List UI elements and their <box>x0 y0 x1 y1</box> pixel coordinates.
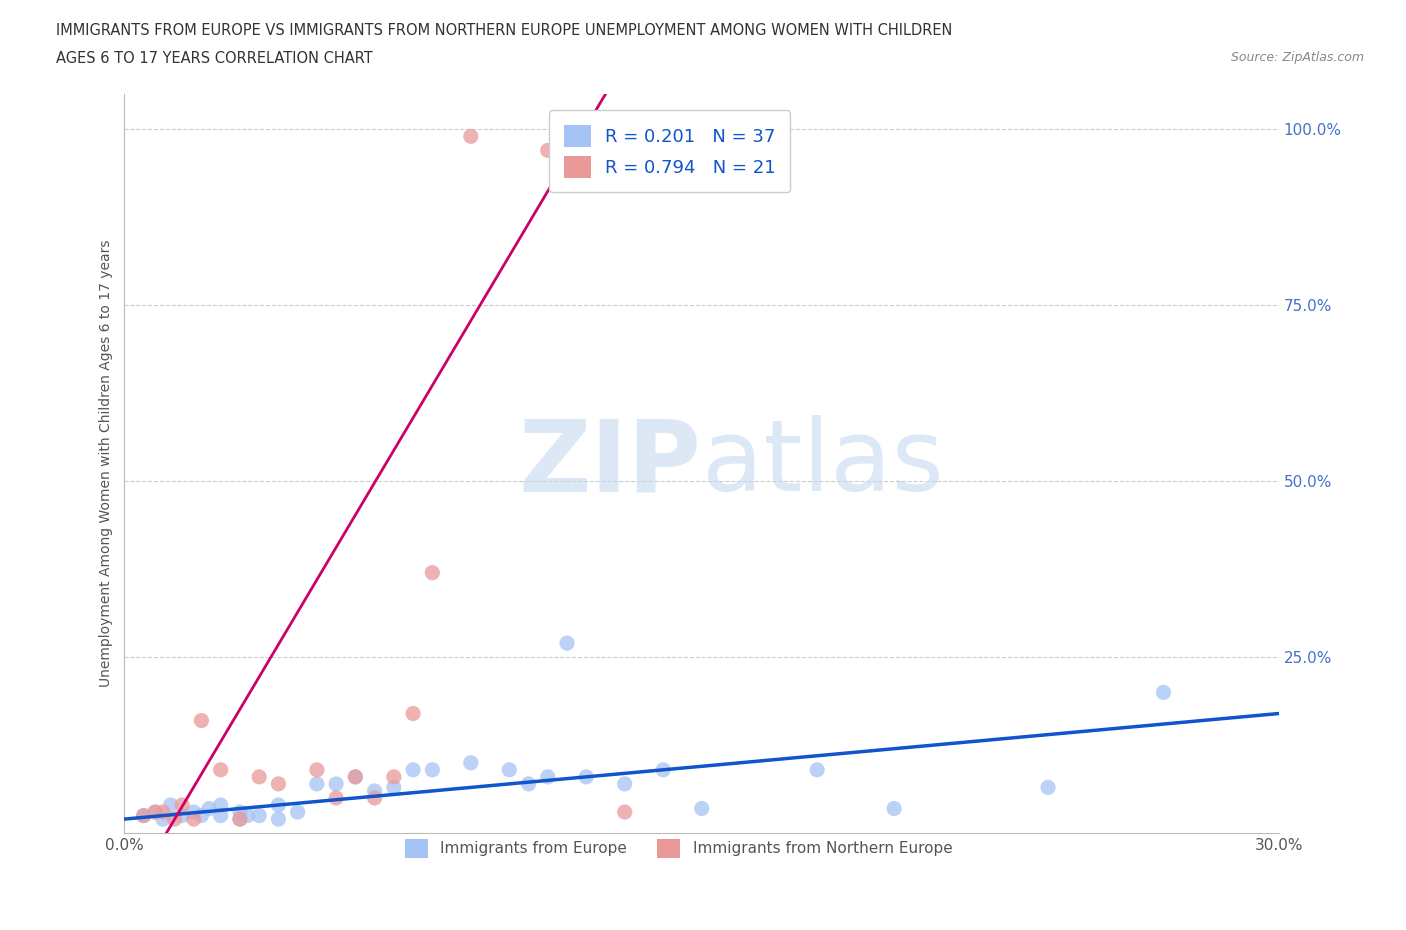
Point <box>190 713 212 728</box>
Point <box>143 804 166 819</box>
Point <box>363 783 385 798</box>
Point <box>267 812 290 827</box>
Point <box>537 769 560 784</box>
Point <box>267 798 290 813</box>
Point <box>575 769 598 784</box>
Text: ZIP: ZIP <box>519 415 702 512</box>
Point <box>344 769 367 784</box>
Point <box>613 777 636 791</box>
Point <box>163 812 186 827</box>
Point <box>159 798 181 813</box>
Point <box>382 769 405 784</box>
Point <box>613 804 636 819</box>
Text: Source: ZipAtlas.com: Source: ZipAtlas.com <box>1230 51 1364 64</box>
Point <box>498 763 520 777</box>
Point <box>229 804 252 819</box>
Point <box>198 801 221 816</box>
Point <box>382 780 405 795</box>
Point <box>460 129 482 144</box>
Point <box>517 777 540 791</box>
Legend: Immigrants from Europe, Immigrants from Northern Europe: Immigrants from Europe, Immigrants from … <box>392 827 965 870</box>
Point <box>420 763 443 777</box>
Point <box>325 790 347 805</box>
Point <box>183 804 205 819</box>
Point <box>229 812 252 827</box>
Point <box>132 808 155 823</box>
Point <box>143 804 166 819</box>
Point <box>806 763 828 777</box>
Point <box>344 769 367 784</box>
Point <box>236 808 259 823</box>
Point <box>690 801 713 816</box>
Point <box>305 763 328 777</box>
Point <box>402 706 425 721</box>
Text: atlas: atlas <box>702 415 943 512</box>
Point <box>209 808 232 823</box>
Point <box>287 804 309 819</box>
Point <box>152 804 174 819</box>
Point <box>305 777 328 791</box>
Point <box>247 769 270 784</box>
Point <box>132 808 155 823</box>
Point <box>420 565 443 580</box>
Point <box>152 812 174 827</box>
Point <box>1036 780 1059 795</box>
Point <box>363 790 385 805</box>
Point <box>555 636 578 651</box>
Point <box>172 798 194 813</box>
Point <box>172 808 194 823</box>
Point <box>1153 685 1175 700</box>
Point <box>652 763 675 777</box>
Point <box>460 755 482 770</box>
Point <box>247 808 270 823</box>
Point <box>209 763 232 777</box>
Point <box>190 808 212 823</box>
Point <box>325 777 347 791</box>
Text: IMMIGRANTS FROM EUROPE VS IMMIGRANTS FROM NORTHERN EUROPE UNEMPLOYMENT AMONG WOM: IMMIGRANTS FROM EUROPE VS IMMIGRANTS FRO… <box>56 23 953 38</box>
Y-axis label: Unemployment Among Women with Children Ages 6 to 17 years: Unemployment Among Women with Children A… <box>100 240 114 687</box>
Point <box>402 763 425 777</box>
Point <box>537 143 560 158</box>
Text: AGES 6 TO 17 YEARS CORRELATION CHART: AGES 6 TO 17 YEARS CORRELATION CHART <box>56 51 373 66</box>
Point <box>209 798 232 813</box>
Point <box>883 801 905 816</box>
Point <box>183 812 205 827</box>
Point <box>229 812 252 827</box>
Point <box>267 777 290 791</box>
